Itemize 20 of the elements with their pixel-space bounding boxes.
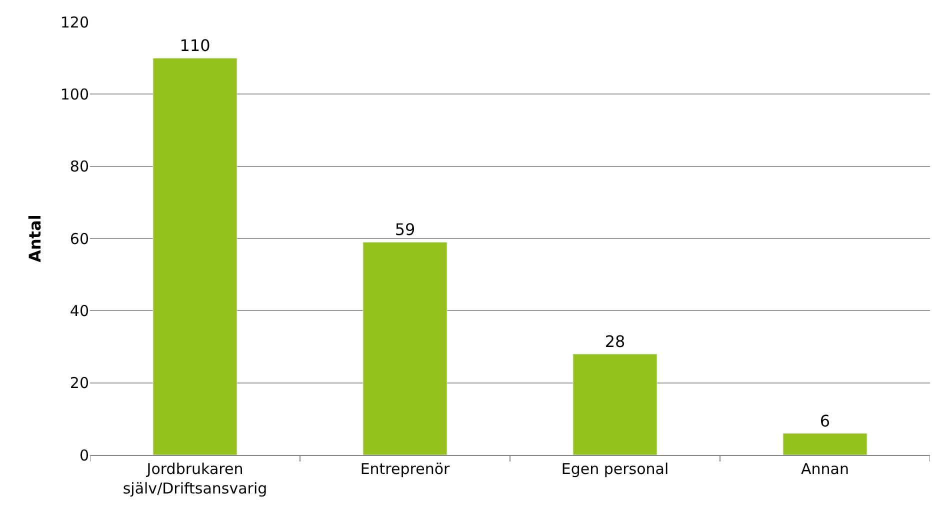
y-axis-title: Antal [25, 214, 44, 262]
y-tick-label: 80 [70, 158, 89, 176]
bar [782, 433, 868, 455]
data-label: 28 [604, 332, 626, 351]
bar [572, 354, 658, 455]
x-tick-label: Entreprenör [360, 460, 451, 478]
data-label: 110 [180, 36, 210, 56]
y-tick-label: 40 [70, 302, 89, 320]
data-label: 59 [394, 220, 416, 240]
bar [152, 58, 238, 455]
x-tick-label: Jordbrukaren själv/Driftsansvarig [122, 460, 268, 498]
y-tick-label: 60 [70, 230, 89, 248]
x-tick-label: Annan [801, 460, 849, 478]
data-label: 6 [820, 411, 830, 430]
y-tick-label: 100 [60, 85, 89, 104]
y-tick-label: 20 [70, 374, 89, 392]
y-tick-label: 0 [79, 446, 89, 464]
x-tick-label: Egen personal [561, 460, 669, 478]
bar [362, 242, 448, 455]
y-tick-label: 120 [60, 13, 89, 32]
